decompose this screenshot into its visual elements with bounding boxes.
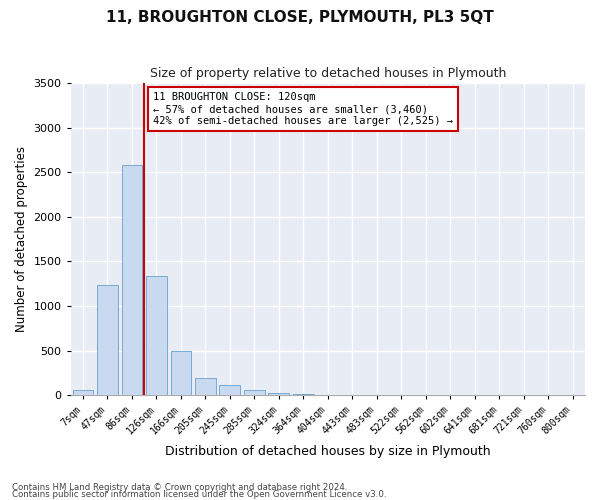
Bar bbox=[268, 394, 289, 395]
Bar bbox=[170, 352, 191, 395]
Y-axis label: Number of detached properties: Number of detached properties bbox=[15, 146, 28, 332]
Bar bbox=[293, 394, 314, 395]
Text: 11, BROUGHTON CLOSE, PLYMOUTH, PL3 5QT: 11, BROUGHTON CLOSE, PLYMOUTH, PL3 5QT bbox=[106, 10, 494, 25]
Bar bbox=[73, 390, 94, 395]
Text: Contains public sector information licensed under the Open Government Licence v3: Contains public sector information licen… bbox=[12, 490, 386, 499]
Text: 11 BROUGHTON CLOSE: 120sqm
← 57% of detached houses are smaller (3,460)
42% of s: 11 BROUGHTON CLOSE: 120sqm ← 57% of deta… bbox=[153, 92, 453, 126]
Bar bbox=[220, 386, 241, 395]
X-axis label: Distribution of detached houses by size in Plymouth: Distribution of detached houses by size … bbox=[165, 444, 491, 458]
Bar bbox=[195, 378, 216, 395]
Bar bbox=[146, 276, 167, 395]
Bar bbox=[244, 390, 265, 395]
Bar bbox=[97, 286, 118, 395]
Title: Size of property relative to detached houses in Plymouth: Size of property relative to detached ho… bbox=[149, 68, 506, 80]
Bar bbox=[122, 165, 142, 395]
Text: Contains HM Land Registry data © Crown copyright and database right 2024.: Contains HM Land Registry data © Crown c… bbox=[12, 484, 347, 492]
